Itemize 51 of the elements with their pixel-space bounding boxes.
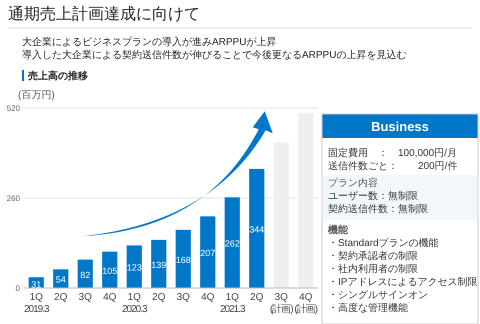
- x-tick-label: 4Q: [103, 292, 117, 303]
- text: 売上高の推移: [28, 70, 88, 82]
- data-label: 82: [80, 270, 90, 280]
- x-tick-label: 3Q: [176, 292, 190, 303]
- x-tick-label: 2Q: [152, 292, 166, 303]
- text: 導入した大企業による契約送信件数が伸びることで今後更なるARPPUの上昇を見込む: [22, 49, 406, 61]
- data-label: 139: [151, 260, 166, 270]
- text: ユーザー数：無制限: [328, 190, 418, 202]
- bar: [224, 197, 240, 288]
- bar: [126, 245, 142, 288]
- text: 機能: [327, 224, 349, 236]
- x-tick-label: 4Q: [201, 292, 215, 303]
- text: ・IPアドレスによるアクセス制限: [328, 276, 478, 288]
- data-label: 168: [176, 254, 191, 265]
- text: 契約送信件数：無制限: [328, 203, 428, 215]
- chart-subtitle: 大企業によるビジネスプランの導入が進みARPPUが上昇: [22, 36, 276, 48]
- data-label: 105: [102, 266, 118, 276]
- x-tick-label: 1Q 2019.3: [24, 292, 50, 315]
- data-label: 31: [31, 279, 42, 290]
- text: 送信件数ごと： 200円/件: [328, 160, 458, 172]
- text: ・Standardプランの機能: [328, 237, 439, 249]
- chart-title: 通期売上計画達成に向けて: [8, 5, 200, 23]
- bar: [151, 240, 166, 288]
- y-axis-title: (百万円): [18, 90, 55, 101]
- text: ・高度な管理機能: [328, 302, 408, 314]
- x-tick-label: 4Q (計画): [294, 292, 318, 315]
- x-tick-label: 2Q: [54, 292, 68, 303]
- x-tick-label: 1Q 2020.3: [122, 292, 148, 315]
- data-label: 344: [249, 224, 264, 234]
- text: プラン内容: [328, 177, 378, 189]
- x-tick-label: 3Q (計画): [270, 292, 294, 315]
- bar: [102, 252, 118, 288]
- x-tick-label: 2Q: [250, 292, 264, 303]
- y-tick-label: 520: [6, 104, 21, 113]
- bar: [249, 168, 264, 288]
- y-tick-label: 0: [16, 284, 21, 293]
- x-tick-label: 1Q 2021.3: [220, 292, 246, 315]
- text: ・契約承認者の制限: [328, 250, 418, 262]
- text: ・社内利用者の制限: [328, 263, 418, 275]
- text: Business: [371, 119, 429, 134]
- bar: [176, 230, 191, 288]
- y-tick-label: 260: [6, 194, 21, 203]
- text: 固定費用 ： 100,000円/月: [328, 147, 457, 159]
- data-label: 262: [224, 238, 240, 249]
- data-label: 54: [56, 274, 66, 285]
- text: ・シングルサインオン: [328, 290, 428, 301]
- bar: [200, 216, 216, 288]
- bar: [78, 260, 93, 288]
- x-tick-label: 3Q: [78, 292, 92, 303]
- data-label: 123: [126, 262, 142, 273]
- data-label: 207: [200, 248, 216, 258]
